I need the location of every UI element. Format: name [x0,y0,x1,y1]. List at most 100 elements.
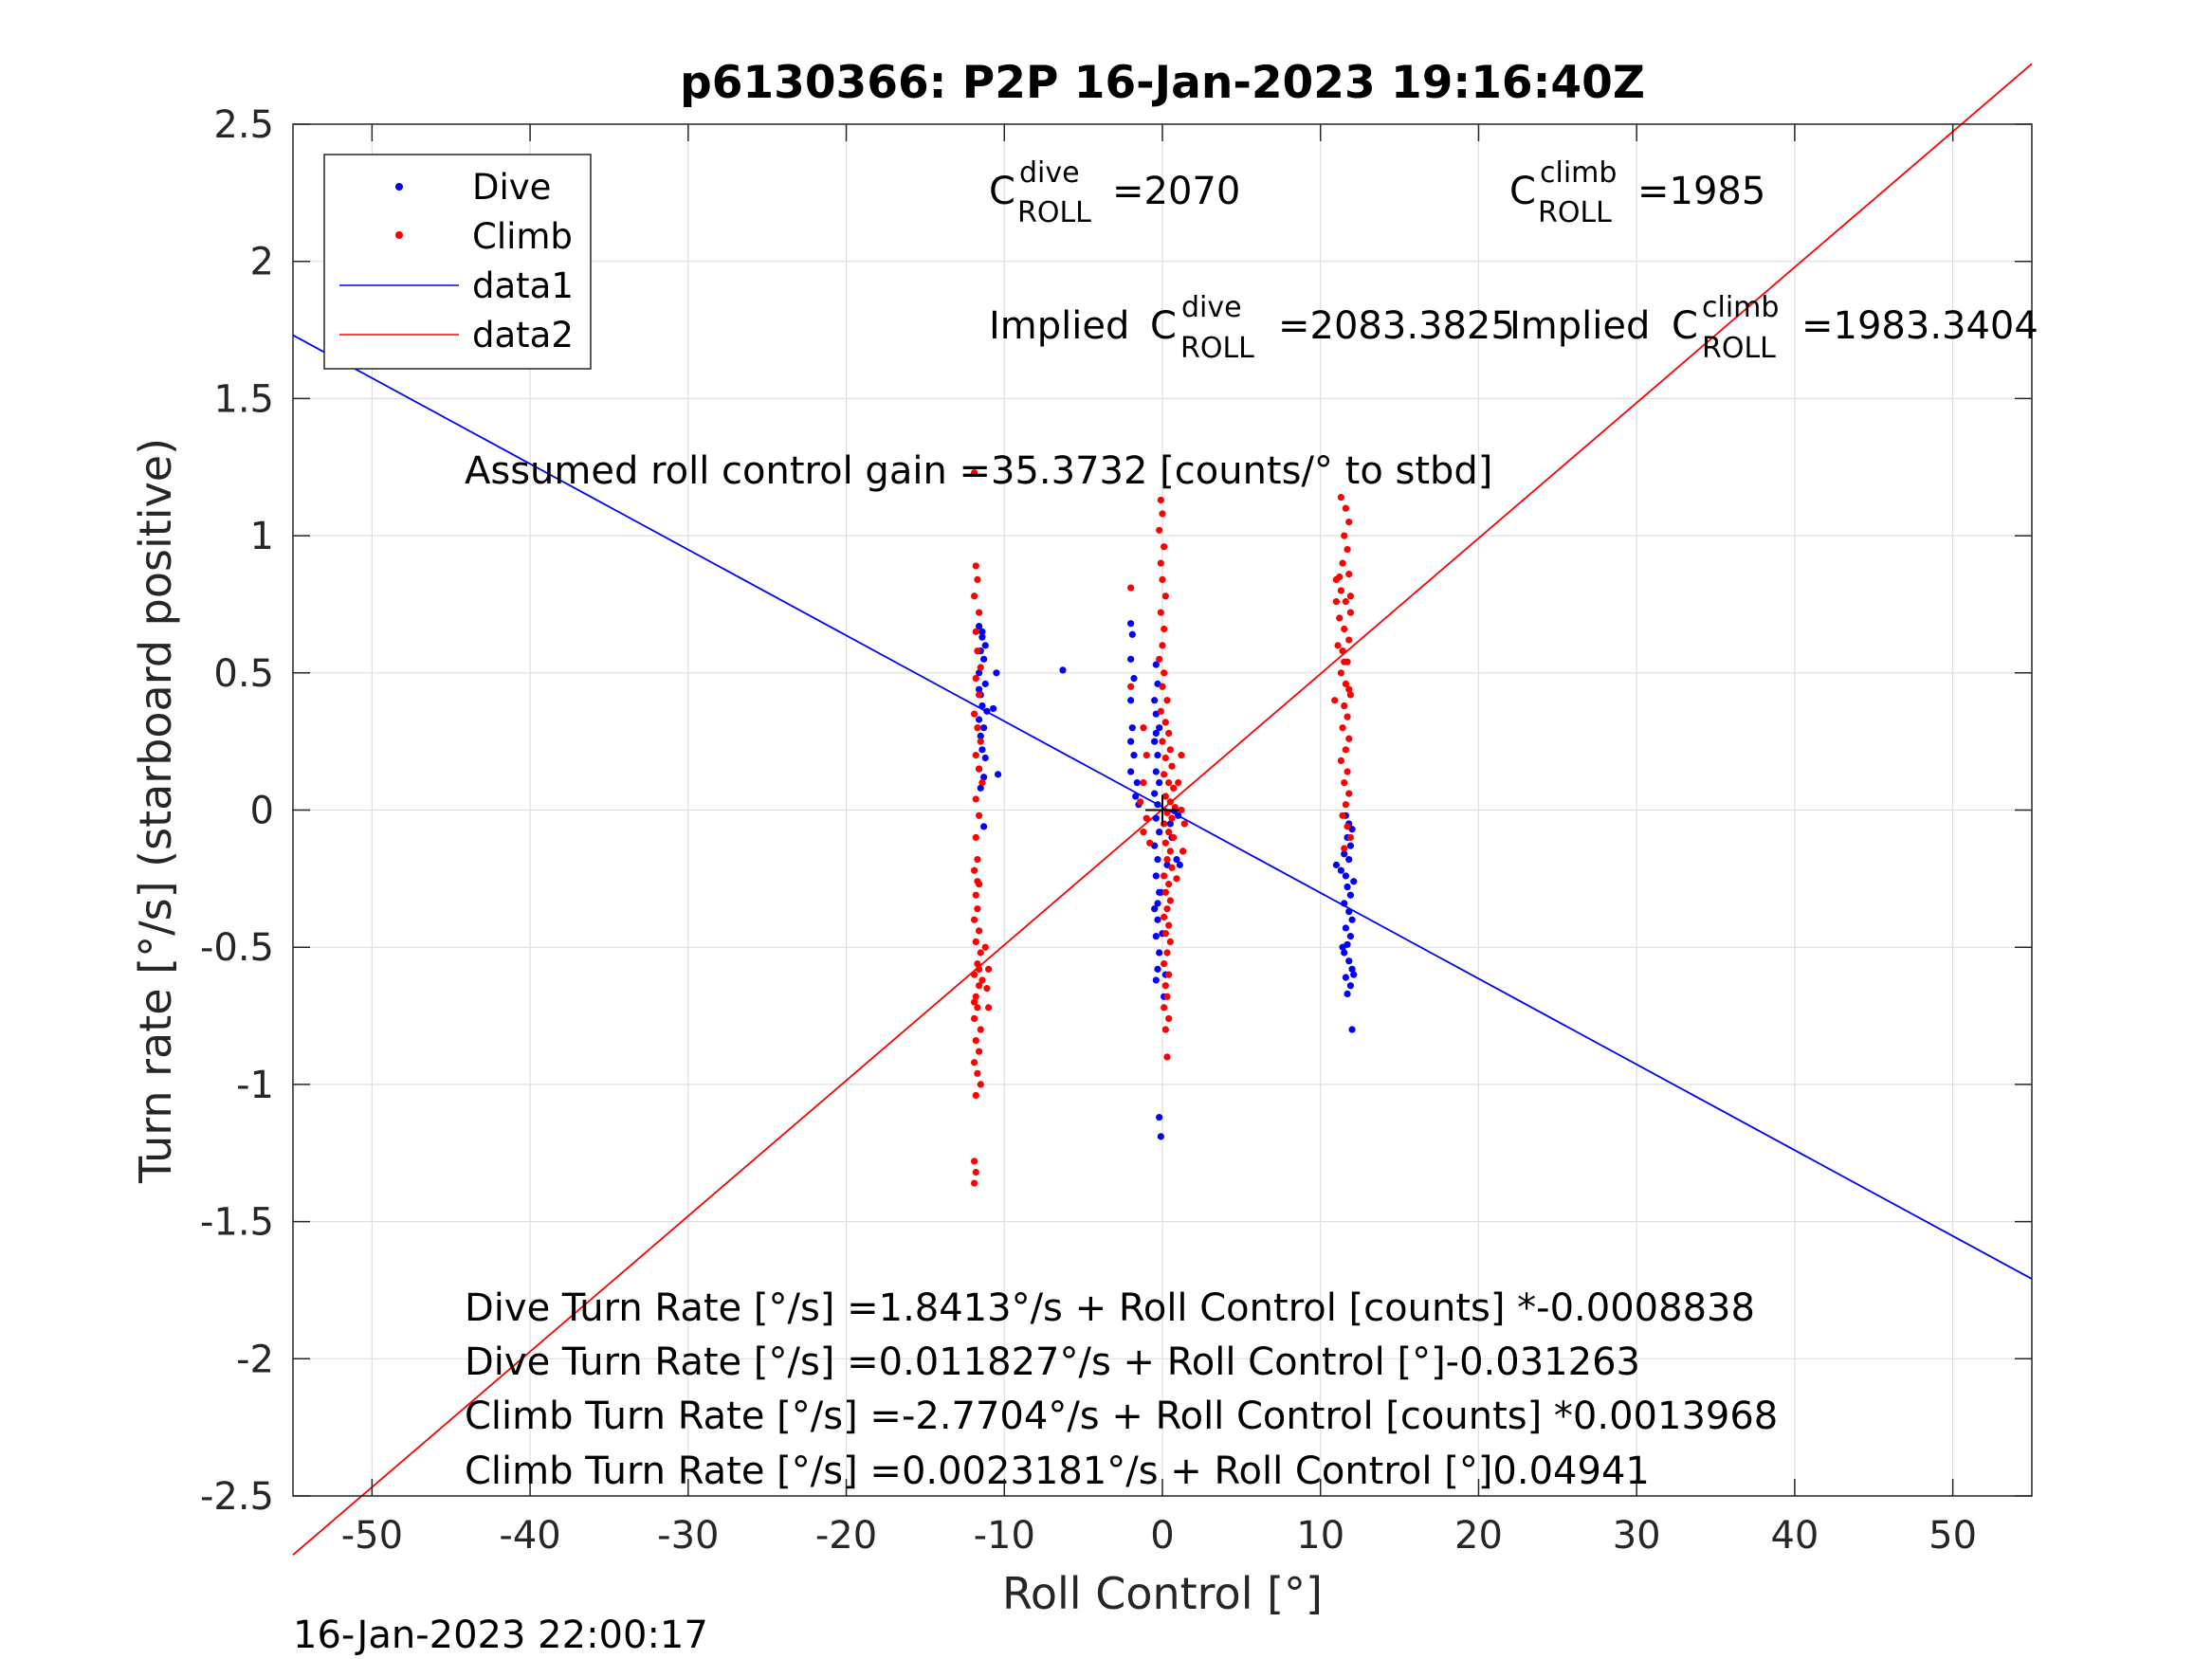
point-climb [1337,493,1345,501]
point-dive [983,707,991,715]
legend-data1-label: data1 [472,265,574,306]
point-climb [1143,752,1150,759]
timestamp-footer: 16-Jan-2023 22:00:17 [293,1613,708,1657]
point-dive [1154,752,1161,759]
point-dive [1152,933,1160,940]
origin-cross-marker [1145,794,1179,826]
point-dive [1156,724,1163,732]
point-climb [1166,938,1174,946]
point-dive [990,704,997,713]
y-tick-label: -2 [236,1338,274,1381]
point-climb [1179,848,1187,855]
point-climb [1140,829,1147,836]
point-climb [1127,584,1135,592]
y-tick-label: -0.5 [200,926,274,970]
point-climb [1168,762,1176,770]
x-tick-label: 50 [1929,1514,1977,1558]
point-dive [1128,724,1136,732]
c-climb-base: C [1509,170,1536,213]
point-climb [1345,571,1353,578]
point-dive [1346,842,1355,849]
point-dive [1348,1026,1356,1033]
point-climb [970,1179,978,1187]
point-dive [978,702,986,710]
point-dive [1346,982,1355,990]
point-climb [1161,1026,1169,1033]
ticks [293,123,2032,1497]
point-climb [1163,697,1171,704]
point-climb [974,959,981,968]
point-climb [1163,809,1171,816]
point-climb [981,943,989,951]
point-dive [1151,905,1159,913]
point-dive [1127,697,1135,704]
x-tick-label: -30 [657,1514,719,1558]
point-climb [975,1048,983,1055]
y-tick-label: 0.5 [213,652,274,696]
point-climb [970,998,978,1006]
point-climb [1344,768,1351,775]
point-climb [1137,798,1144,806]
point-dive [975,716,983,723]
point-climb [1346,833,1355,842]
point-climb [1165,829,1173,836]
point-climb [974,647,981,655]
point-dive [1152,768,1160,775]
point-climb [1341,658,1348,665]
c-climb-sub: ROLL [1538,196,1612,229]
point-dive [1151,790,1159,797]
point-dive [1156,1114,1163,1121]
implied-climb-sup: climb [1702,291,1779,324]
point-climb [978,778,986,787]
point-climb [1345,735,1353,742]
x-tick-label: -50 [341,1514,403,1558]
point-climb [972,1036,979,1045]
point-climb [972,562,979,570]
point-dive [978,746,986,754]
x-tick-label: 10 [1296,1514,1344,1558]
point-climb [977,1081,984,1088]
point-climb [1344,713,1351,720]
point-climb [1345,636,1353,644]
point-dive [979,774,988,781]
point-climb [1339,811,1346,819]
point-dive [975,623,983,630]
point-climb [1341,532,1348,539]
point-dive [977,784,984,792]
annotation-implied-climb: Implied C climb ROLL =1983.3404 [1509,291,2038,365]
point-climb [1336,614,1344,622]
point-climb [1336,573,1344,581]
point-dive [1345,855,1353,864]
point-climb [978,976,986,984]
point-climb [1140,724,1147,732]
point-climb [1163,949,1171,957]
point-climb [1332,597,1340,606]
point-climb [975,927,983,935]
point-climb [1157,559,1164,567]
point-dive [1348,916,1356,923]
chart-title: p6130366: P2P 16-Jan-2023 19:16:40Z [680,57,1645,109]
point-climb [1170,784,1178,792]
point-climb [1146,839,1154,847]
point-climb [972,795,979,803]
point-climb [970,971,978,978]
y-tick-label: -1 [236,1064,274,1107]
point-climb [1161,839,1169,847]
annotation-climb-deg: Climb Turn Rate [°/s] =0.0023181°/s + Ro… [465,1449,1650,1493]
point-dive [979,655,988,663]
implied-climb-base: C [1672,304,1698,348]
y-tick-label: -1.5 [200,1201,274,1245]
legend-dive-marker [395,183,403,191]
point-climb [1165,971,1173,978]
point-climb [1165,881,1173,888]
point-climb [1161,872,1168,880]
c-dive-base: C [989,170,1015,213]
point-dive [1156,778,1163,787]
annotation-implied-dive: Implied C dive ROLL =2083.3825 [989,291,1515,365]
point-climb [1163,993,1171,1000]
point-climb [974,575,981,584]
point-climb [970,710,978,718]
point-climb [970,1014,978,1023]
point-climb [972,628,979,635]
annotation-dive-counts: Dive Turn Rate [°/s] =1.8413°/s + Roll C… [465,1286,1755,1330]
